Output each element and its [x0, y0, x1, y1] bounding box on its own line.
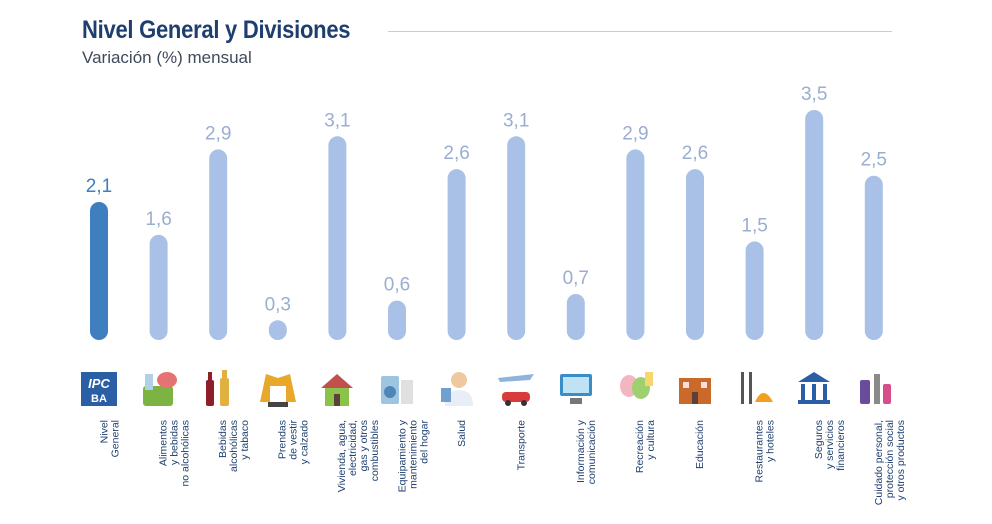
chart-subtitle: Variación (%) mensual [82, 48, 252, 67]
bank-icon [792, 366, 836, 410]
bar-12 [805, 110, 824, 340]
value-label-0: 2,1 [86, 176, 112, 197]
food-basket-icon [137, 366, 181, 410]
category-label-text: Salud [455, 420, 468, 447]
bar-5 [388, 300, 406, 340]
value-label-7: 3,1 [503, 110, 529, 131]
bar-6 [447, 169, 466, 340]
bar-7 [507, 136, 526, 340]
svg-text:BA: BA [91, 393, 107, 405]
header-divider [388, 31, 892, 32]
computer-icon [554, 366, 598, 410]
bar-0 [90, 202, 108, 340]
category-label-text: Transporte [515, 420, 528, 471]
category-label-text: Bebidas alcohólicas y tabaco [217, 420, 252, 472]
cutlery-icon [733, 366, 777, 410]
bar-3 [268, 320, 287, 340]
category-label-text: Prendas de vestir y calzado [276, 420, 311, 465]
category-label-13: Cuidado personal, protección social y ot… [860, 420, 907, 520]
category-label-text: Recreación y cultura [634, 420, 658, 474]
category-label-7: Transporte [502, 420, 527, 520]
value-label-12: 3,5 [801, 84, 827, 105]
value-label-5: 0,6 [384, 275, 410, 296]
value-label-11: 1,5 [741, 215, 767, 236]
wine-bottles-icon [196, 366, 240, 410]
category-label-12: Seguros y servicios financieros [800, 420, 847, 520]
bar-10 [686, 169, 704, 340]
category-label-1: Alimentos y bebidas no alcohólicas [145, 420, 192, 520]
value-label-8: 0,7 [563, 268, 589, 289]
category-label-6: Salud [443, 420, 468, 520]
bar-9 [626, 149, 645, 340]
category-label-text: Equipamiento y mantenimiento del hogar [396, 420, 430, 493]
value-label-4: 3,1 [324, 110, 350, 131]
category-label-text: Seguros y servicios financieros [813, 420, 848, 471]
category-label-text: Alimentos y bebidas no alcohólicas [157, 420, 192, 487]
category-label-3: Prendas de vestir y calzado [264, 420, 311, 520]
category-label-10: Educación [681, 420, 706, 520]
chart-title: Nivel General y Divisiones [82, 16, 351, 44]
value-label-13: 2,5 [861, 150, 887, 171]
category-label-text: Cuidado personal, protección social y ot… [872, 420, 907, 506]
theater-masks-icon [613, 366, 657, 410]
house-tools-icon [315, 366, 359, 410]
cosmetics-icon [852, 366, 896, 410]
category-label-text: Información y comunicación [574, 420, 598, 485]
category-label-4: Vivienda, agua, electricidad, gas y otro… [323, 420, 381, 520]
category-label-text: Vivienda, agua, electricidad, gas y otro… [336, 420, 382, 493]
bar-13 [864, 175, 883, 340]
ipc-ba-logo-icon: IPC BA [77, 366, 121, 410]
category-label-text: Educación [694, 420, 706, 470]
value-label-9: 2,9 [622, 123, 648, 144]
category-label-5: Equipamiento y mantenimiento del hogar [383, 420, 430, 520]
doctor-icon [435, 366, 479, 410]
value-label-3: 0,3 [265, 294, 291, 315]
svg-text:IPC: IPC [88, 376, 110, 391]
category-label-2: Bebidas alcohólicas y tabaco [204, 420, 251, 520]
category-label-text: Restaurantes y hoteles [753, 420, 777, 483]
jacket-shoes-icon [256, 366, 300, 410]
bar-2 [209, 149, 228, 340]
category-label-0: Nivel General [85, 420, 121, 520]
bar-4 [328, 136, 347, 340]
value-label-6: 2,6 [443, 143, 469, 164]
bar-8 [566, 294, 585, 340]
value-label-1: 1,6 [145, 209, 171, 230]
plane-car-icon [494, 366, 538, 410]
value-label-2: 2,9 [205, 123, 231, 144]
school-icon [673, 366, 717, 410]
category-label-11: Restaurantes y hoteles [741, 420, 777, 520]
value-label-10: 2,6 [682, 143, 708, 164]
category-label-text: Nivel General [98, 420, 121, 458]
bar-11 [745, 241, 764, 340]
category-label-8: Información y comunicación [562, 420, 598, 520]
appliances-icon [375, 366, 419, 410]
bar-1 [149, 234, 168, 340]
category-label-9: Recreación y cultura [621, 420, 657, 520]
